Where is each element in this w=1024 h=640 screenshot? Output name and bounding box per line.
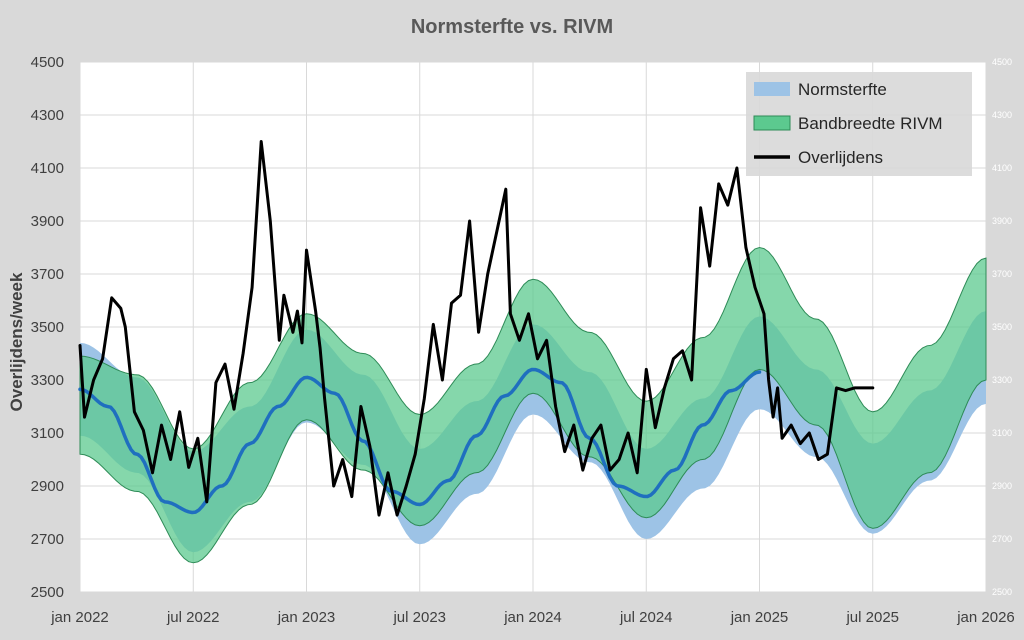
x-tick-label: jul 2023 [392, 609, 446, 626]
y-tick-label: 3300 [31, 372, 64, 389]
y-tick-label: 2900 [31, 478, 64, 495]
y-tick-label: 3500 [31, 319, 64, 336]
x-axis-ticks: jan 2022 jul 2022 jan 2023 jul 2023 jan 2024… [50, 609, 1015, 626]
y-axis-title: Overlijdens/week [7, 272, 26, 411]
lines [78, 140, 875, 517]
x-tick-label: jul 2024 [619, 609, 673, 626]
x-tick-label: jan 2024 [503, 609, 562, 626]
x-tick-label: jan 2026 [956, 609, 1015, 626]
x-tick-label: jul 2022 [166, 609, 220, 626]
y-tick-label-right: 4300 [992, 110, 1012, 120]
legend-label: Overlijdens [798, 148, 883, 167]
y-tick-label: 4100 [31, 160, 64, 177]
x-tick-label: jul 2025 [845, 609, 899, 626]
x-tick-label: jan 2025 [730, 609, 789, 626]
y-tick-label: 3100 [31, 425, 64, 442]
y-tick-label-right: 4500 [992, 57, 1012, 67]
x-tick-label: jan 2023 [277, 609, 336, 626]
legend-swatch [753, 115, 791, 131]
rivm-band [79, 246, 987, 564]
y-tick-label: 3900 [31, 213, 64, 230]
y-tick-label-right: 2500 [992, 587, 1012, 597]
normsterfte-line [78, 367, 762, 515]
legend-label: Normsterfte [798, 80, 887, 99]
y-tick-label-right: 3100 [992, 428, 1012, 438]
y-tick-label-right: 4100 [992, 163, 1012, 173]
x-tick-label: jan 2022 [50, 609, 109, 626]
y-tick-label: 2500 [31, 584, 64, 601]
y-tick-label: 3700 [31, 266, 64, 283]
legend-label: Bandbreedte RIVM [798, 114, 943, 133]
y-tick-label-right: 3700 [992, 269, 1012, 279]
y-tick-label-right: 3300 [992, 375, 1012, 385]
legend-swatch [754, 82, 790, 96]
y-tick-label: 2700 [31, 531, 64, 548]
legend: Normsterfte Bandbreedte RIVM Overlijdens [746, 72, 972, 176]
y-tick-label-right: 3900 [992, 216, 1012, 226]
y-tick-label-right: 3500 [992, 322, 1012, 332]
overlijdens-line [78, 140, 875, 517]
y-tick-label-right: 2900 [992, 481, 1012, 491]
y-tick-label: 4300 [31, 107, 64, 124]
chart-title: Normsterfte vs. RIVM [410, 16, 614, 38]
y-axis-ticks: 2500 2500 2700 2700 2900 2900 3100 3100 3300 3300… [31, 54, 1012, 601]
y-tick-label: 4500 [31, 54, 64, 71]
y-tick-label-right: 2700 [992, 534, 1012, 544]
